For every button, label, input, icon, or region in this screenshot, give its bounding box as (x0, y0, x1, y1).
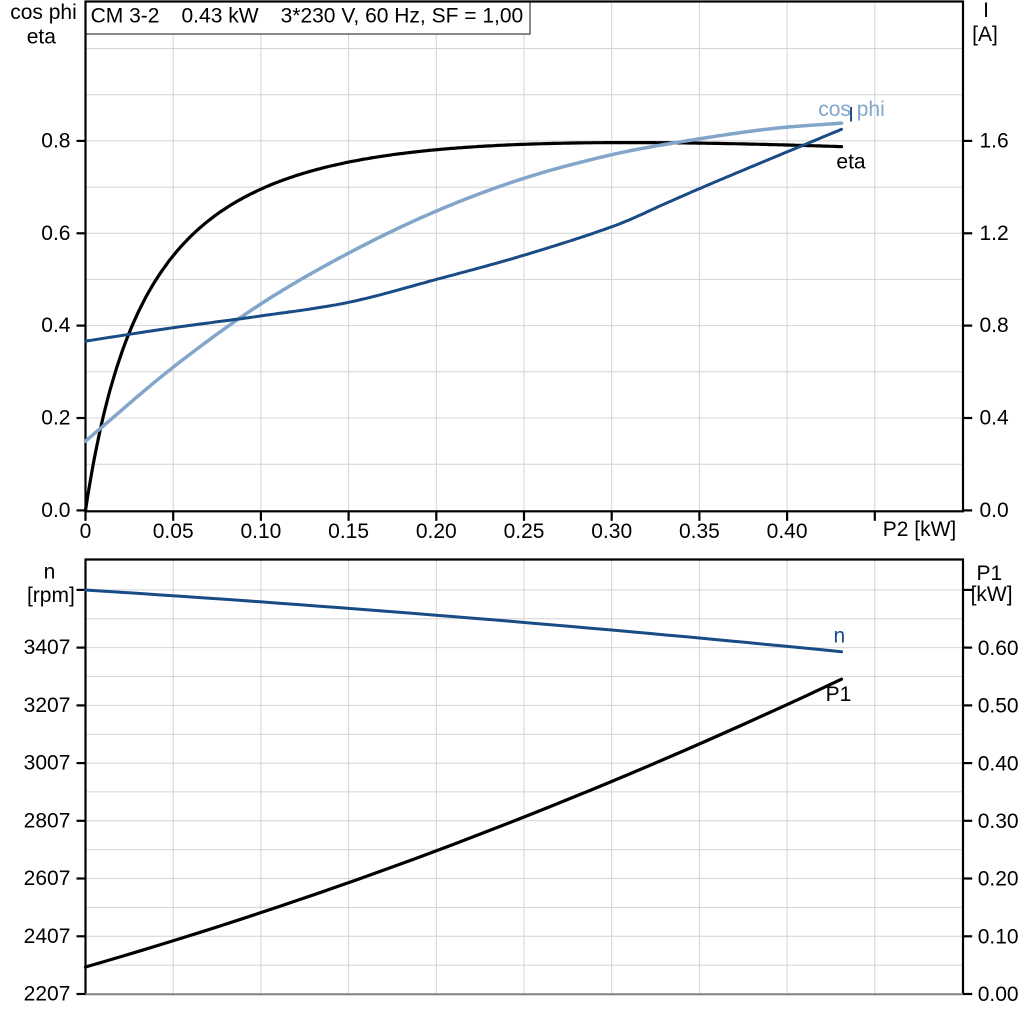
svg-text:0.60: 0.60 (978, 637, 1019, 660)
svg-text:0.15: 0.15 (328, 520, 369, 543)
svg-text:0.20: 0.20 (416, 520, 457, 543)
svg-text:I: I (983, 0, 989, 22)
svg-text:3007: 3007 (24, 752, 71, 775)
svg-text:eta: eta (27, 26, 57, 49)
svg-text:1.6: 1.6 (980, 129, 1009, 152)
svg-text:CM 3-20.43 kW3*230 V, 60 Hz, S: CM 3-2 0.43 kW 3*230 V, 60 Hz, SF = 1,00 (91, 5, 524, 28)
svg-text:2607: 2607 (24, 867, 71, 890)
svg-text:2207: 2207 (24, 983, 71, 1006)
svg-text:0.0: 0.0 (41, 499, 70, 522)
svg-text:0.35: 0.35 (679, 520, 720, 543)
svg-text:0.2: 0.2 (41, 407, 70, 430)
svg-text:0.8: 0.8 (980, 314, 1009, 337)
svg-text:0.10: 0.10 (240, 520, 281, 543)
svg-text:0.0: 0.0 (980, 499, 1009, 522)
svg-text:P1: P1 (826, 683, 852, 706)
svg-text:0.30: 0.30 (591, 520, 632, 543)
svg-text:n: n (833, 625, 845, 648)
svg-text:0.6: 0.6 (41, 222, 70, 245)
svg-text:0.8: 0.8 (41, 129, 70, 152)
svg-text:0.00: 0.00 (978, 983, 1019, 1006)
svg-text:cos phi: cos phi (10, 1, 77, 24)
svg-text:2807: 2807 (24, 809, 71, 832)
svg-text:2407: 2407 (24, 925, 71, 948)
svg-text:eta: eta (836, 151, 866, 174)
svg-text:0.10: 0.10 (978, 926, 1019, 949)
svg-text:3207: 3207 (24, 694, 71, 717)
svg-text:[A]: [A] (972, 23, 998, 46)
svg-text:[rpm]: [rpm] (27, 584, 75, 607)
svg-text:0.30: 0.30 (978, 810, 1019, 833)
svg-text:n: n (44, 561, 56, 584)
svg-text:0.50: 0.50 (978, 695, 1019, 718)
svg-text:0.40: 0.40 (767, 520, 808, 543)
svg-text:0.20: 0.20 (978, 868, 1019, 891)
svg-text:I: I (848, 103, 854, 126)
svg-text:0.4: 0.4 (980, 407, 1010, 430)
svg-text:[kW]: [kW] (971, 583, 1013, 606)
svg-text:0.40: 0.40 (978, 752, 1019, 775)
svg-text:0.05: 0.05 (153, 520, 194, 543)
svg-text:1.2: 1.2 (980, 222, 1009, 245)
svg-text:3407: 3407 (24, 636, 71, 659)
svg-text:0.4: 0.4 (41, 314, 71, 337)
svg-text:0: 0 (80, 520, 92, 543)
svg-text:cos phi: cos phi (818, 98, 885, 121)
svg-text:0.25: 0.25 (504, 520, 545, 543)
svg-text:P2 [kW]: P2 [kW] (883, 518, 957, 541)
svg-text:P1: P1 (976, 562, 1002, 585)
